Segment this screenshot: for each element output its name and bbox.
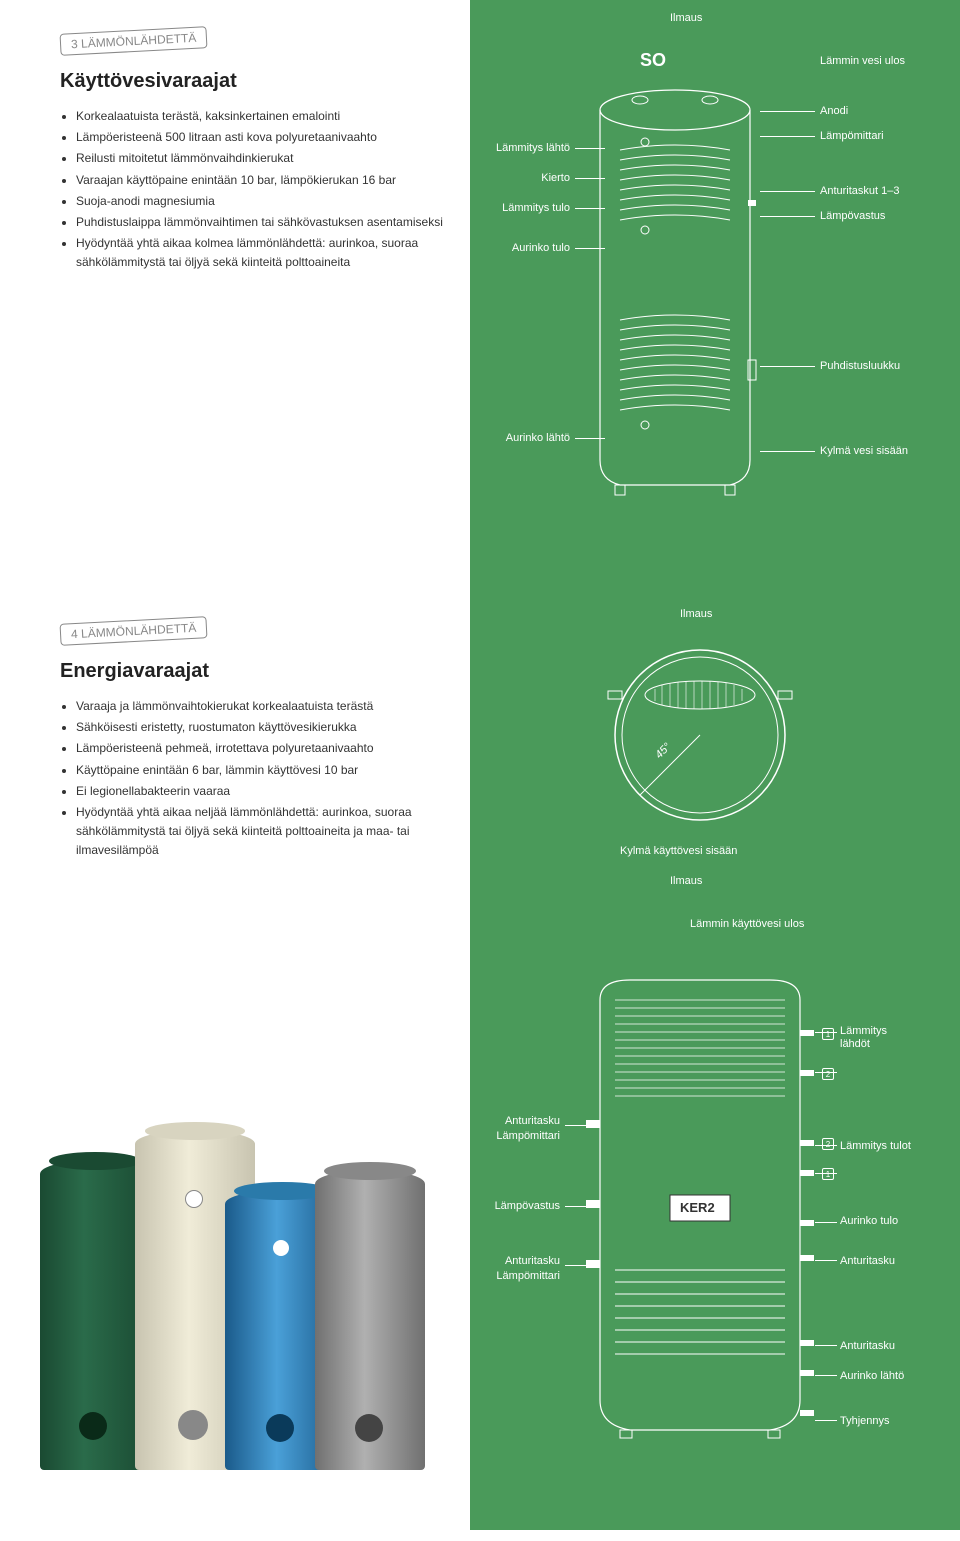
label-aurinko-lahto-2: Aurinko lähtö	[840, 1370, 904, 1382]
label-lammitys-tulo: Lämmitys tulo	[430, 202, 570, 214]
list-item: Hyödyntää yhtä aikaa kolmea lämmönlähdet…	[76, 234, 450, 272]
num-badge-1b: 1	[822, 1168, 834, 1180]
leader-line	[760, 191, 815, 192]
list-item: Sähköisesti eristetty, ruostumaton käytt…	[76, 718, 450, 737]
label-lampovastus-2: Lämpövastus	[440, 1200, 560, 1212]
label-ilmaus-2: Ilmaus	[680, 608, 712, 620]
leader-line	[815, 1375, 837, 1376]
label-anturitasku-r5: Anturitasku	[840, 1340, 895, 1352]
leader-line	[575, 148, 605, 149]
num-badge-2: 2	[822, 1068, 834, 1080]
label-lammin-kayttovesi-ulos: Lämmin käyttövesi ulos	[690, 918, 804, 930]
pill-3-sources: 3 LÄMMÖNLÄHDETTÄ	[60, 26, 208, 56]
list-item: Ei legionellabakteerin vaaraa	[76, 782, 450, 801]
label-kierto: Kierto	[430, 172, 570, 184]
label-ilmaus: Ilmaus	[670, 12, 702, 24]
label-aurinko-lahto: Aurinko lähtö	[430, 432, 570, 444]
section1-feature-list: Korkealaatuista terästä, kaksinkertainen…	[60, 107, 450, 273]
label-kylma-vesi: Kylmä vesi sisään	[820, 445, 908, 457]
list-item: Käyttöpaine enintään 6 bar, lämmin käytt…	[76, 761, 450, 780]
label-so: SO	[640, 50, 666, 71]
leader-line	[815, 1222, 837, 1223]
label-lammitys-lahto: Lämmitys lähtö	[430, 142, 570, 154]
label-lammitys-lahdot: Lämmitys lähdöt	[840, 1025, 920, 1051]
leader-line	[815, 1032, 837, 1033]
list-item: Hyödyntää yhtä aikaa neljää lämmönlähdet…	[76, 803, 450, 861]
leader-line	[565, 1206, 587, 1207]
list-item: Varaajan käyttöpaine enintään 10 bar, lä…	[76, 171, 450, 190]
leader-line	[760, 111, 815, 112]
list-item: Puhdistuslaippa lämmönvaihtimen tai sähk…	[76, 213, 450, 232]
label-lammin-vesi-ulos: Lämmin vesi ulos	[820, 55, 940, 67]
leader-line	[760, 451, 815, 452]
ker2-diagram-panel: Lämmin käyttövesi ulos	[470, 910, 960, 1530]
leader-line	[815, 1345, 837, 1346]
label-puhdistusluukku: Puhdistusluukku	[820, 360, 900, 372]
leader-line	[815, 1420, 837, 1421]
label-tyhjennys: Tyhjennys	[840, 1415, 890, 1427]
leader-line	[760, 366, 815, 367]
label-anodi: Anodi	[820, 105, 848, 117]
circle-top-view-icon	[600, 635, 800, 835]
label-lammitys-tulot: Lämmitys tulot	[840, 1140, 920, 1153]
leader-line	[575, 248, 605, 249]
label-lampovastus: Lämpövastus	[820, 210, 885, 222]
list-item: Korkealaatuista terästä, kaksinkertainen…	[76, 107, 450, 126]
label-lampomittari-1b: Lämpömittari	[440, 1130, 560, 1142]
product-photo-group	[0, 910, 470, 1530]
list-item: Varaaja ja lämmönvaihtokierukat korkeala…	[76, 697, 450, 716]
leader-line	[565, 1265, 587, 1266]
label-anturitasku-3a: Anturitasku	[440, 1255, 560, 1267]
label-lampomittari-3b: Lämpömittari	[440, 1270, 560, 1282]
label-anturitasku-1a: Anturitasku	[440, 1115, 560, 1127]
label-anturitaskut: Anturitaskut 1–3	[820, 185, 900, 197]
list-item: Lämpöeristeenä pehmeä, irrotettava polyu…	[76, 739, 450, 758]
list-item: Reilusti mitoitetut lämmönvaihdinkieruka…	[76, 149, 450, 168]
so-diagram-panel: Ilmaus SO	[470, 0, 960, 590]
num-badge-1: 1	[822, 1028, 834, 1040]
label-aurinko-tulo: Aurinko tulo	[430, 242, 570, 254]
list-item: Suoja-anodi magnesiumia	[76, 192, 450, 211]
leader-line	[565, 1125, 587, 1126]
list-item: Lämpöeristeenä 500 litraan asti kova pol…	[76, 128, 450, 147]
label-lampomittari: Lämpömittari	[820, 130, 884, 142]
section2-feature-list: Varaaja ja lämmönvaihtokierukat korkeala…	[60, 697, 450, 861]
label-ilmaus-3: Ilmaus	[670, 875, 702, 887]
label-aurinko-tulo-2: Aurinko tulo	[840, 1215, 920, 1228]
section2-title: Energiavaraajat	[60, 660, 450, 683]
pill-4-sources: 4 LÄMMÖNLÄHDETTÄ	[60, 616, 208, 646]
num-badge-2b: 2	[822, 1138, 834, 1150]
label-kylma-kayttovesi: Kylmä käyttövesi sisään	[620, 845, 737, 857]
leader-line	[760, 216, 815, 217]
circle-diagram-panel: Ilmaus 45°	[470, 590, 960, 910]
leader-line	[815, 1145, 837, 1146]
leader-line	[760, 136, 815, 137]
leader-line	[815, 1260, 837, 1261]
leader-line	[575, 208, 605, 209]
leader-line	[575, 438, 605, 439]
so-tank-icon	[590, 80, 760, 500]
leader-line	[815, 1072, 837, 1073]
leader-line	[575, 178, 605, 179]
section1-title: Käyttövesivaraajat	[60, 70, 450, 93]
label-anturitasku-r4: Anturitasku	[840, 1255, 895, 1267]
label-ker2: KER2	[680, 1200, 715, 1215]
leader-line	[815, 1173, 837, 1174]
